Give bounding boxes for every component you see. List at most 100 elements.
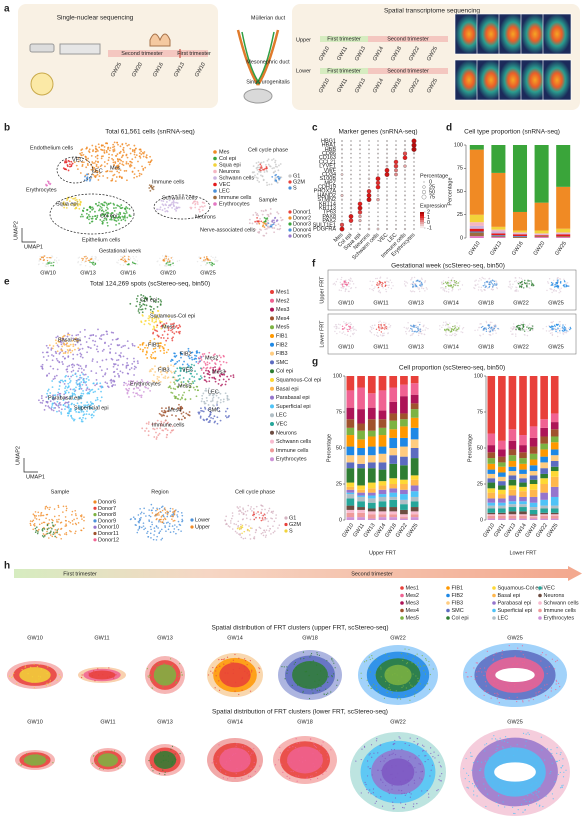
embedding-point (149, 674, 152, 676)
bar-segment (529, 484, 538, 490)
embedding-point (547, 696, 550, 698)
week-label: GW22 (390, 635, 406, 641)
embedding-point (334, 667, 336, 669)
embedding-point (152, 307, 155, 310)
embedding-point (85, 377, 88, 380)
bar-segment (529, 515, 538, 518)
embedding-point (137, 362, 139, 365)
bar-segment (534, 145, 549, 203)
embedding-point (447, 276, 450, 279)
embedding-point (170, 203, 173, 206)
legend-label: SMC (276, 360, 288, 366)
embedding-point (172, 264, 175, 267)
embedding-point (255, 529, 258, 532)
bar-segment (534, 236, 549, 238)
embedding-point (559, 289, 561, 291)
embedding-point (376, 282, 379, 284)
dot (375, 184, 381, 190)
anatomy-label: Mesonephric duct (246, 59, 290, 65)
embedding-point (310, 652, 313, 655)
embedding-point (88, 672, 90, 674)
embedding-point (81, 259, 84, 261)
embedding-point (490, 281, 492, 283)
embedding-point (33, 514, 36, 517)
bar-segment (519, 482, 527, 487)
embedding-point (142, 525, 145, 527)
embedding-point (149, 525, 152, 528)
embedding-point (429, 673, 431, 676)
embedding-point (320, 685, 322, 688)
embedding-point (363, 661, 366, 663)
embedding-point (248, 675, 250, 677)
embedding-point (183, 391, 186, 394)
embedding-point (275, 514, 277, 516)
embedding-point (417, 677, 419, 679)
embedding-point (91, 402, 94, 405)
embedding-point (461, 331, 464, 334)
embedding-point (212, 404, 214, 407)
x-tick-label: LEC (387, 232, 399, 244)
embedding-point (510, 684, 512, 686)
embedding-point (42, 262, 44, 264)
embedding-point (263, 513, 266, 515)
panel-letter: h (4, 561, 10, 572)
embedding-point (210, 255, 212, 258)
embedding-point (217, 259, 219, 262)
embedding-point (64, 533, 66, 535)
bar-segment (346, 446, 355, 456)
embedding-point (167, 206, 170, 209)
embedding-point (252, 514, 254, 516)
embedding-point (206, 256, 208, 258)
embedding-point (155, 326, 158, 329)
legend-swatch (270, 351, 274, 356)
embedding-point (481, 276, 483, 279)
embedding-point (142, 294, 145, 297)
embedding-point (224, 392, 227, 395)
embedding-point (95, 218, 97, 221)
embedding-point (497, 327, 499, 330)
embedding-point (562, 330, 564, 332)
embedding-point (528, 700, 530, 702)
sample-icon (30, 72, 54, 96)
embedding-point (505, 698, 507, 700)
legend-label: 0 (429, 179, 432, 185)
embedding-point (55, 260, 58, 262)
embedding-point (475, 279, 477, 281)
embedding-point (171, 664, 174, 667)
embedding-point (270, 183, 273, 186)
embedding-point (131, 362, 134, 365)
embedding-point (553, 279, 555, 282)
panel-title: Marker genes (snRNA-seq) (338, 129, 417, 136)
dot (404, 219, 406, 222)
embedding-point (112, 143, 115, 146)
dot (385, 160, 389, 164)
legend-label: SMC (452, 608, 464, 614)
embedding-point (126, 156, 129, 159)
legend-swatch (213, 202, 217, 206)
dot (395, 215, 397, 218)
embedding-point (397, 680, 400, 682)
embedding-point (122, 146, 125, 149)
embedding-point (501, 656, 503, 659)
embedding-point (166, 333, 169, 336)
embedding-point (344, 333, 346, 336)
embedding-point (66, 348, 69, 351)
embedding-point (340, 278, 342, 281)
dot (413, 228, 415, 230)
bar-segment (498, 494, 506, 499)
embedding-point (481, 671, 483, 673)
embedding-point (85, 260, 87, 262)
embedding-point (109, 671, 112, 673)
embedding-point (91, 161, 94, 163)
embedding-point (488, 278, 490, 280)
embedding-point (457, 289, 460, 291)
embedding-point (71, 334, 74, 337)
embedding-point (58, 361, 60, 363)
embedding-point (447, 326, 449, 328)
legend-swatch (400, 586, 404, 590)
embedding-point (535, 692, 537, 694)
bar-segment (519, 514, 527, 516)
embedding-point (181, 394, 184, 397)
embedding-point (175, 362, 177, 365)
embedding-point (102, 155, 104, 158)
